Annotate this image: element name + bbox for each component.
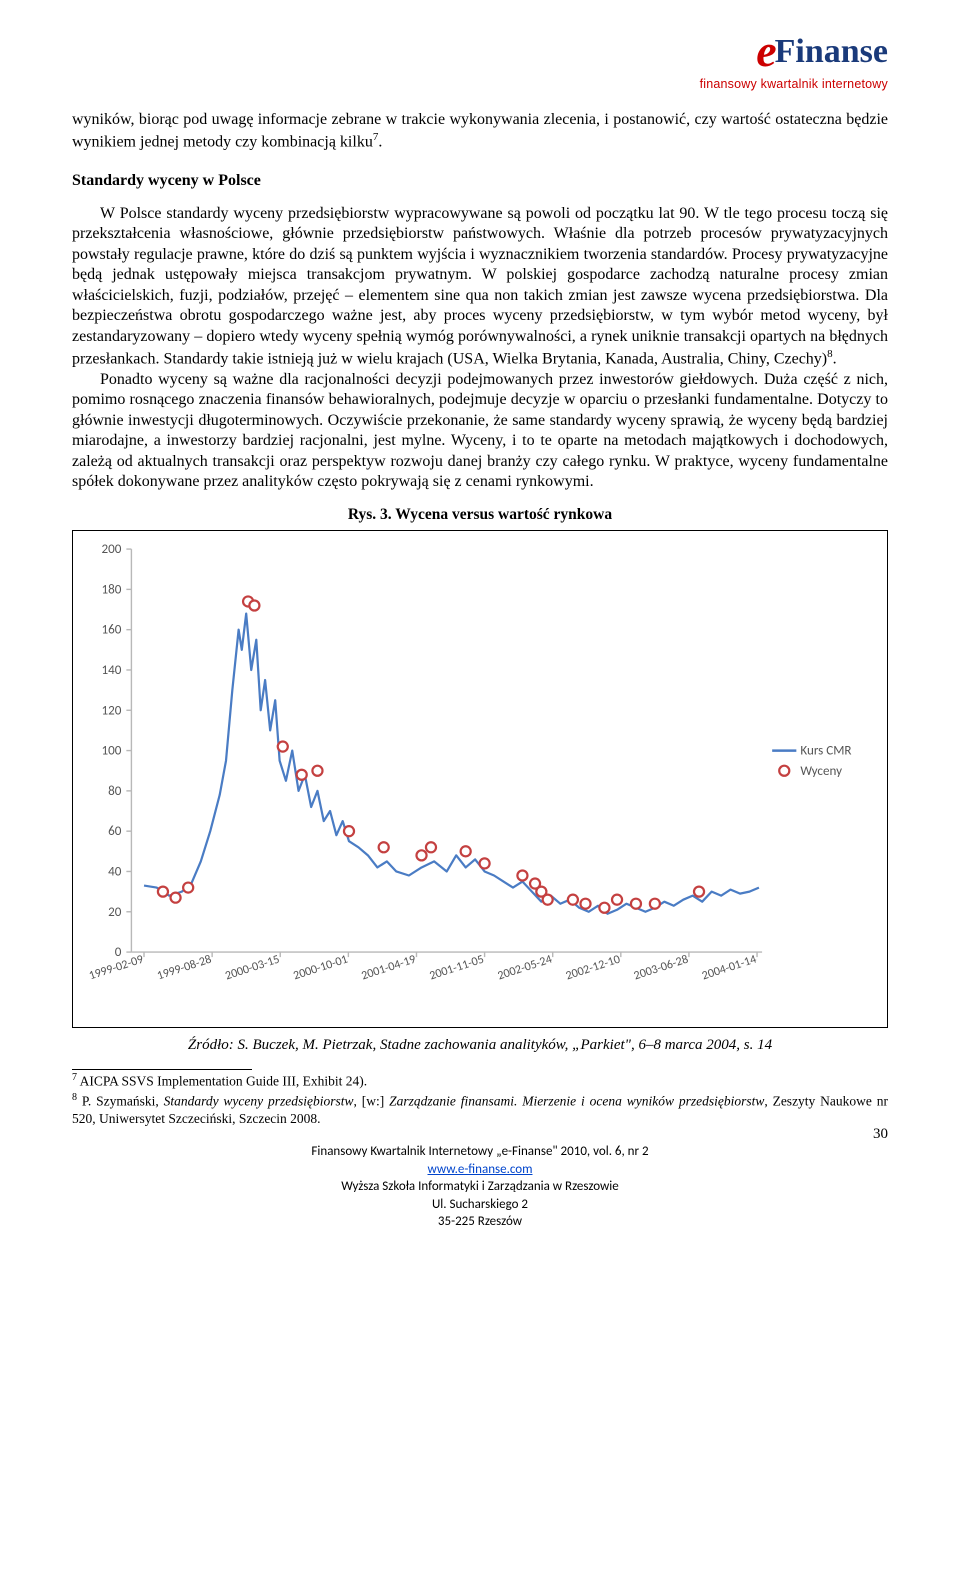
- chart-container: 0204060801001201401601802001999-02-09199…: [72, 530, 888, 1028]
- svg-text:2002-12-10: 2002-12-10: [564, 952, 622, 984]
- svg-text:2000-10-01: 2000-10-01: [291, 952, 349, 984]
- svg-text:2001-11-05: 2001-11-05: [428, 952, 486, 984]
- intro-paragraph: wyników, biorąc pod uwagę informacje zeb…: [72, 110, 888, 153]
- svg-text:160: 160: [101, 622, 121, 638]
- logo: eFinanse finansowy kwartalnik internetow…: [700, 28, 888, 92]
- svg-text:40: 40: [108, 864, 122, 880]
- svg-text:120: 120: [101, 703, 121, 719]
- footer-line-1: Finansowy Kwartalnik Internetowy „e-Fina…: [72, 1143, 888, 1161]
- body-paragraph-1: W Polsce standardy wyceny przedsiębiorst…: [72, 204, 888, 370]
- caption-suffix: ", 6–8 marca 2004, s. 14: [625, 1037, 772, 1053]
- svg-text:2004-01-14: 2004-01-14: [700, 952, 758, 984]
- footer-line-5: 35-225 Rzeszów: [72, 1213, 888, 1231]
- fn8-b: Standardy wyceny przedsiębiorstw: [164, 1094, 354, 1109]
- svg-text:20: 20: [108, 904, 122, 920]
- footnote-7-text: AICPA SSVS Implementation Guide III, Exh…: [77, 1074, 367, 1089]
- fn8-c: , [w:]: [354, 1094, 390, 1109]
- svg-text:2000-03-15: 2000-03-15: [223, 952, 281, 984]
- footer-line-3: Wyższa Szkoła Informatyki i Zarządzania …: [72, 1178, 888, 1196]
- svg-text:100: 100: [101, 743, 121, 759]
- footnote-ref-7: 7: [373, 131, 379, 143]
- figure-title: Rys. 3. Wycena versus wartość rynkowa: [72, 505, 888, 525]
- caption-prefix: Źródło: S. Buczek, M. Pietrzak, Stadne z…: [188, 1037, 581, 1053]
- footnote-7: 7 AICPA SSVS Implementation Guide III, E…: [72, 1072, 888, 1090]
- chart-svg: 0204060801001201401601802001999-02-09199…: [77, 539, 883, 1023]
- footnote-ref-8: 8: [827, 348, 833, 360]
- section-heading: Standardy wyceny w Polsce: [72, 171, 888, 191]
- logo-tagline: finansowy kwartalnik internetowy: [700, 76, 888, 92]
- logo-rest: Finanse: [775, 33, 888, 70]
- body-p1-text: W Polsce standardy wyceny przedsiębiorst…: [72, 205, 888, 368]
- svg-text:Kurs CMR: Kurs CMR: [800, 743, 851, 759]
- body-paragraph-2: Ponadto wyceny są ważne dla racjonalnośc…: [72, 370, 888, 493]
- svg-text:2002-05-24: 2002-05-24: [496, 952, 554, 984]
- svg-text:Wyceny: Wyceny: [800, 763, 842, 779]
- page-number: 30: [873, 1125, 888, 1144]
- svg-text:80: 80: [108, 783, 122, 799]
- footer-link[interactable]: www.e-finanse.com: [428, 1162, 533, 1177]
- figure-caption: Źródło: S. Buczek, M. Pietrzak, Stadne z…: [72, 1036, 888, 1055]
- footnote-8: 8 P. Szymański, Standardy wyceny przedsi…: [72, 1092, 888, 1127]
- logo-e: e: [756, 25, 776, 76]
- footnote-separator: [72, 1069, 252, 1070]
- caption-italic: Parkiet: [581, 1037, 625, 1053]
- intro-text: wyników, biorąc pod uwagę informacje zeb…: [72, 111, 888, 151]
- svg-text:140: 140: [101, 662, 121, 678]
- svg-text:180: 180: [101, 582, 121, 598]
- svg-text:200: 200: [101, 542, 121, 558]
- fn8-d: Zarządzanie finansami. Mierzenie i ocena…: [389, 1094, 764, 1109]
- svg-text:2001-04-19: 2001-04-19: [359, 952, 417, 984]
- svg-text:60: 60: [108, 824, 122, 840]
- header-logo-block: eFinanse finansowy kwartalnik internetow…: [72, 28, 888, 92]
- fn8-a: P. Szymański,: [77, 1094, 164, 1109]
- svg-text:2003-06-28: 2003-06-28: [632, 952, 690, 984]
- footer-line-4: Ul. Sucharskiego 2: [72, 1196, 888, 1214]
- page-footer: 30 Finansowy Kwartalnik Internetowy „e-F…: [72, 1143, 888, 1231]
- logo-brand: eFinanse: [700, 28, 888, 74]
- svg-text:1999-08-28: 1999-08-28: [155, 952, 213, 984]
